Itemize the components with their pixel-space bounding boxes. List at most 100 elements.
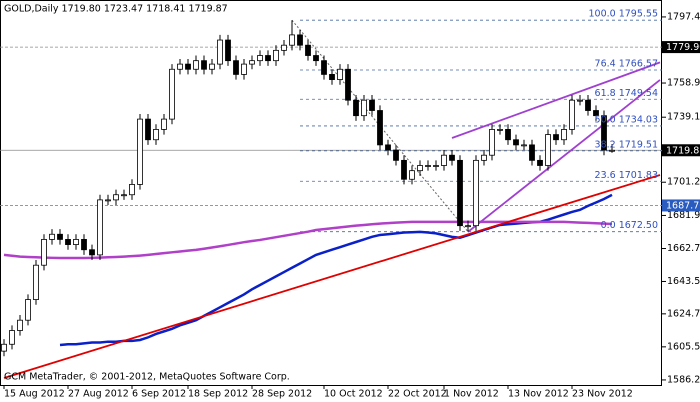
candle-body [545,134,551,166]
candle-body [113,194,119,201]
candle-body [97,199,103,256]
candle-body [465,225,471,228]
candle-body [489,129,495,156]
candle-body [89,249,95,256]
candle-body [537,159,543,166]
candle-body [585,99,591,111]
candle-body [153,129,159,141]
candle-body [257,55,263,62]
candle-body [297,34,303,46]
candle-body [265,55,271,62]
x-tick-label: 13 Nov 2012 [508,389,569,400]
y-tick-label: 1662.70 [667,243,700,254]
candle-body [201,60,207,70]
candle-body [273,49,279,62]
candle-body [17,319,23,331]
candle-body [57,233,63,240]
y-tick-label: 1586.25 [667,374,700,385]
candle-body [81,239,87,251]
copyright: GCM MetaTrader, © 2001-2012, MetaQuotes … [4,372,290,383]
candle-body [65,239,71,245]
candle-body [593,110,599,117]
candle-body [217,39,223,65]
candle-body [409,170,415,180]
overlay-layer [0,19,662,379]
candle-body [425,165,431,167]
candle-body [609,149,615,152]
price-box-label: 1687.76 [666,200,700,211]
fib-label: 100.0 1795.55 [588,9,658,20]
candle-body [393,149,399,161]
candle-body [521,144,527,147]
x-tick-label: 6 Sep 2012 [132,389,186,400]
fib-label: 38.2 1719.51 [595,139,658,150]
candle-body [241,63,247,75]
candle-body [9,330,15,345]
y-tick-label: 1681.95 [667,210,700,221]
candle-body [249,60,255,65]
y-tick-label: 1797.45 [667,11,700,22]
candle-body [225,39,231,62]
candle-body [233,60,239,75]
candle-body [601,115,607,151]
candle-body [289,34,295,46]
candle-layer [1,20,615,357]
candle-body [553,134,559,141]
price-box-label: 1719.87 [666,145,700,156]
y-tick-label: 1605.50 [667,341,700,352]
candle-body [105,199,111,202]
y-tick-label: 1701.28 [667,177,700,188]
fib-label: 50.0 1734.03 [595,114,658,125]
candle-body [321,60,327,75]
candle-body [305,44,311,56]
label-layer: 1797.45 1758.99 1739.11 1701.28 1681.95 1662.… [3,9,700,400]
candle-body [209,63,215,70]
candle-body [329,74,335,80]
candle-body [377,110,383,146]
moving-average [59,193,613,347]
candle-body [369,99,375,111]
candle-body [161,118,167,130]
chart-title: GOLD,Daily 1719.80 1723.47 1718.41 1719.… [4,4,228,15]
candle-body [433,165,439,167]
candle-body [569,99,575,130]
x-tick-label: 27 Aug 2012 [68,389,129,400]
candle-body [73,239,79,245]
price-box [662,144,700,157]
candle-body [577,99,583,102]
candle-body [449,154,455,161]
candle-body [401,159,407,180]
candle-body [361,99,367,117]
x-tick-label: 23 Nov 2012 [572,389,633,400]
candle-body [417,165,423,172]
candle-body [145,118,151,141]
x-tick-label: 10 Oct 2012 [324,389,383,400]
candle-body [169,68,175,120]
candle-body [41,239,47,266]
y-tick-label: 1758.99 [667,78,700,89]
candle-body [353,99,359,117]
candle-body [505,129,511,141]
candle-body [497,129,503,131]
candle-body [481,154,487,161]
x-tick-label: 15 Aug 2012 [4,389,65,400]
price-box-label: 1779.90 [666,42,700,53]
y-tick-label: 1624.70 [667,308,700,319]
candle-body [193,60,199,70]
fib-label: 76.4 1766.57 [595,59,658,70]
candle-body [129,184,135,196]
candle-body [337,68,343,80]
candle-body [25,299,31,321]
fib-label: 0.0 1672.50 [601,220,658,231]
trendline [467,79,661,233]
candle-body [1,343,7,352]
candle-body [529,144,535,161]
candle-body [137,118,143,185]
candle-body [513,139,519,146]
price-box [662,199,700,212]
candle-body [561,129,567,141]
fib-label: 61.8 1749.54 [595,88,658,99]
price-box [662,41,700,54]
candle-body [441,154,447,166]
candle-body [185,63,191,70]
